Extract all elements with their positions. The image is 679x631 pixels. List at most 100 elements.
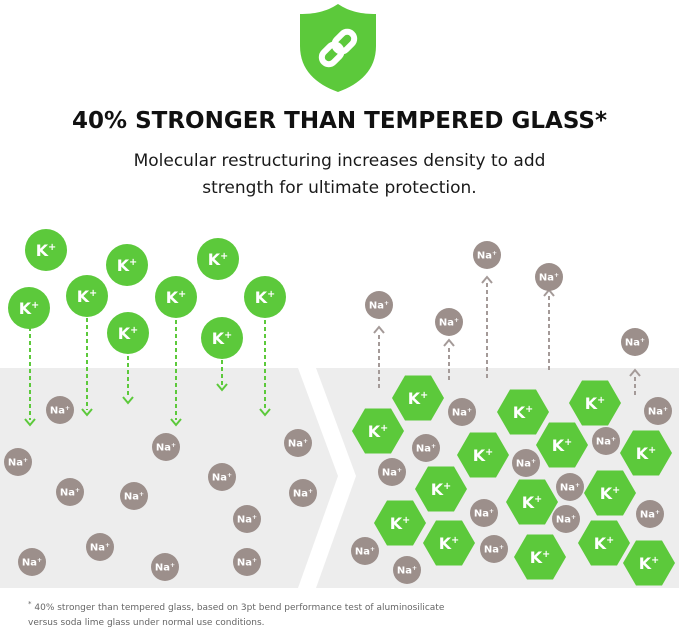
subtitle-line-2: strength for ultimate protection.	[202, 178, 477, 198]
footnote-line-2: versus soda lime glass under normal use …	[28, 618, 265, 628]
potassium-ion-hex: K+	[457, 432, 509, 478]
sodium-ion: Na+	[18, 548, 46, 576]
shield-link-icon	[300, 4, 376, 92]
sodium-ion-circle	[233, 548, 261, 576]
potassium-ion-hex: K+	[536, 422, 588, 468]
sodium-ion: Na+	[552, 505, 580, 533]
sodium-ion-circle	[535, 263, 563, 291]
sodium-ion: Na+	[365, 291, 393, 319]
potassium-ion-hex: K+	[514, 534, 566, 580]
sodium-ion-circle	[4, 448, 32, 476]
potassium-ion-circle	[201, 317, 243, 359]
sodium-ion-circle	[151, 553, 179, 581]
potassium-ion-hex: K+	[352, 408, 404, 454]
sodium-ion: Na+	[512, 449, 540, 477]
potassium-hexagon	[352, 408, 404, 454]
sodium-ion-label: Na+	[90, 542, 110, 554]
sodium-ion: Na+	[556, 473, 584, 501]
potassium-ion: K+	[106, 244, 148, 286]
sodium-ion-label: Na+	[382, 467, 402, 479]
sodium-ion: Na+	[284, 429, 312, 457]
potassium-ion-circle	[66, 275, 108, 317]
potassium-ion-hex: K+	[506, 479, 558, 525]
sodium-ion: Na+	[535, 263, 563, 291]
sodium-ion: Na+	[208, 463, 236, 491]
sodium-ion-label: Na+	[124, 491, 144, 503]
arrow-up	[543, 288, 555, 370]
sodium-ion-label: Na+	[452, 407, 472, 419]
sodium-ion-label: Na+	[155, 562, 175, 574]
potassium-ion: K+	[197, 238, 239, 280]
arrow-down	[81, 318, 93, 417]
potassium-ion: K+	[155, 276, 197, 318]
subtitle: Molecular restructuring increases densit…	[0, 148, 679, 202]
sodium-ion-label: Na+	[648, 406, 668, 418]
sodium-ion-label: Na+	[439, 317, 459, 329]
arrow-down	[259, 320, 271, 417]
potassium-ion-hex: K+	[423, 520, 475, 566]
sodium-ion: Na+	[120, 482, 148, 510]
footnote: * 40% stronger than tempered glass, base…	[28, 597, 668, 631]
potassium-hexagon	[392, 375, 444, 421]
sodium-ion: Na+	[435, 308, 463, 336]
arrow-down	[24, 320, 36, 427]
arrow-down	[216, 360, 228, 392]
sodium-ion: Na+	[644, 397, 672, 425]
sodium-ion-circle	[46, 396, 74, 424]
arrow-down	[122, 356, 134, 405]
sodium-ion: Na+	[636, 500, 664, 528]
sodium-ion-circle	[435, 308, 463, 336]
potassium-hexagon	[374, 500, 426, 546]
sodium-ion-circle	[56, 478, 84, 506]
potassium-ion: K+	[107, 312, 149, 354]
sodium-ion-label: Na+	[596, 436, 616, 448]
sodium-ion: Na+	[473, 241, 501, 269]
sodium-ion-circle	[365, 291, 393, 319]
sodium-ion-label: Na+	[237, 514, 257, 526]
sodium-ion-label: Na+	[474, 508, 494, 520]
sodium-ion-circle	[378, 458, 406, 486]
sodium-ion-circle	[448, 398, 476, 426]
potassium-hexagon	[620, 430, 672, 476]
potassium-ion-circle	[106, 244, 148, 286]
sodium-ion-circle	[556, 473, 584, 501]
potassium-hexagon	[415, 466, 467, 512]
page-title: 40% STRONGER THAN TEMPERED GLASS*	[72, 108, 607, 134]
potassium-ion-circle	[197, 238, 239, 280]
potassium-ion: K+	[201, 317, 243, 359]
footnote-line-1: * 40% stronger than tempered glass, base…	[28, 597, 668, 616]
sodium-ion-label: Na+	[640, 509, 660, 521]
sodium-ion-label: Na+	[369, 300, 389, 312]
sodium-ion-label: Na+	[8, 457, 28, 469]
sodium-ion: Na+	[233, 505, 261, 533]
potassium-ion-circle	[155, 276, 197, 318]
sodium-ion-circle	[233, 505, 261, 533]
potassium-ion: K+	[244, 276, 286, 318]
potassium-ion-hex: K+	[578, 520, 630, 566]
potassium-ion-circle	[25, 229, 67, 271]
sodium-ion-circle	[351, 537, 379, 565]
sodium-ion-circle	[552, 505, 580, 533]
sodium-ion-label: Na+	[212, 472, 232, 484]
sodium-ion-circle	[284, 429, 312, 457]
sodium-ion: Na+	[470, 499, 498, 527]
sodium-ion-circle	[412, 434, 440, 462]
sodium-ion-label: Na+	[237, 557, 257, 569]
sodium-ion: Na+	[56, 478, 84, 506]
sodium-ion-label: Na+	[477, 250, 497, 262]
sodium-ion: Na+	[151, 553, 179, 581]
sodium-ion: Na+	[592, 427, 620, 455]
sodium-ion-circle	[473, 241, 501, 269]
potassium-hexagon	[569, 380, 621, 426]
sodium-ion-label: Na+	[60, 487, 80, 499]
sodium-ion-circle	[86, 533, 114, 561]
sodium-ion-circle	[592, 427, 620, 455]
sodium-ion: Na+	[480, 535, 508, 563]
sodium-ion-label: Na+	[156, 442, 176, 454]
potassium-ion-hex: K+	[497, 389, 549, 435]
potassium-hexagon	[457, 432, 509, 478]
sodium-ion-circle	[393, 556, 421, 584]
sodium-ion-label: Na+	[556, 514, 576, 526]
sodium-ion-circle	[636, 500, 664, 528]
sodium-ion: Na+	[46, 396, 74, 424]
